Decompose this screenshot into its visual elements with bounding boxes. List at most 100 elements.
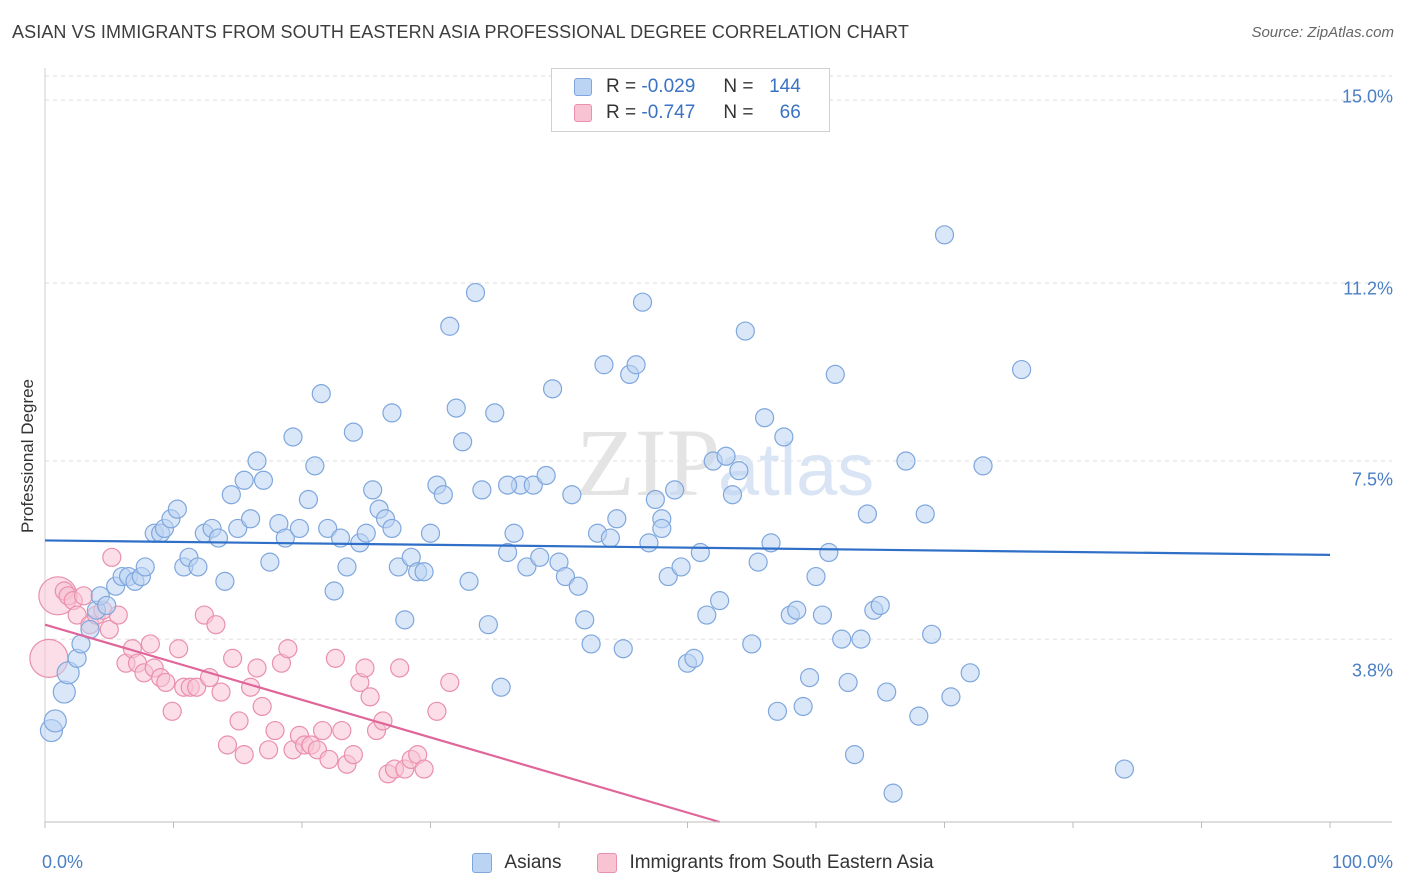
- data-point: [289, 518, 310, 539]
- data-point: [440, 316, 460, 336]
- x-tick-label: 0.0%: [42, 852, 84, 872]
- data-point: [343, 422, 363, 442]
- data-point: [258, 740, 279, 760]
- data-point: [312, 720, 333, 741]
- data-point: [260, 552, 280, 572]
- data-point: [382, 403, 402, 423]
- data-point: [162, 701, 182, 721]
- stats-legend: R = -0.029 N = 144 R = -0.747 N = 66: [551, 68, 830, 132]
- data-point: [355, 658, 375, 678]
- data-point: [167, 499, 187, 519]
- data-point: [206, 615, 226, 635]
- data-point: [395, 610, 415, 630]
- data-point: [697, 605, 717, 625]
- data-point: [278, 639, 298, 659]
- legend-n-value: 66: [779, 102, 801, 123]
- data-point: [652, 518, 672, 539]
- data-point: [806, 566, 826, 587]
- data-point: [102, 547, 122, 567]
- data-point: [43, 709, 67, 733]
- data-point: [99, 619, 119, 640]
- data-point: [228, 518, 248, 539]
- data-point: [870, 595, 890, 616]
- data-point: [414, 759, 434, 779]
- data-point: [825, 364, 845, 384]
- data-point: [684, 648, 704, 668]
- data-point: [754, 408, 775, 428]
- data-point: [819, 542, 839, 563]
- data-point: [332, 720, 352, 741]
- data-point: [52, 680, 76, 704]
- data-point: [613, 639, 633, 659]
- legend-r-label: R =: [606, 76, 637, 97]
- data-point: [298, 489, 319, 510]
- data-point: [787, 600, 807, 620]
- data-point: [360, 687, 380, 707]
- data-point: [530, 547, 550, 567]
- data-point: [851, 629, 871, 649]
- data-point: [639, 533, 659, 553]
- data-point: [223, 648, 243, 668]
- data-point: [729, 461, 749, 481]
- data-point: [440, 672, 460, 693]
- data-point: [459, 571, 479, 591]
- data-point: [941, 687, 961, 707]
- data-point: [799, 668, 820, 688]
- data-point: [735, 321, 755, 341]
- data-point: [896, 451, 916, 471]
- trend-line-asians: [44, 539, 1331, 556]
- data-point: [433, 485, 453, 505]
- data-point: [283, 427, 303, 447]
- data-point: [265, 720, 285, 741]
- data-point: [883, 783, 903, 803]
- data-point: [581, 634, 601, 654]
- data-point: [318, 518, 338, 539]
- data-point: [748, 552, 768, 572]
- data-point: [536, 465, 556, 486]
- data-point: [420, 523, 441, 543]
- legend-row-immigrants: R = -0.747 N = 66: [574, 101, 801, 125]
- chart-title: ASIAN VS IMMIGRANTS FROM SOUTH EASTERN A…: [12, 22, 909, 42]
- data-point: [665, 480, 685, 500]
- data-point: [600, 528, 621, 548]
- data-point: [229, 711, 249, 731]
- data-point: [838, 672, 858, 693]
- y-tick-label: 15.0%: [1341, 86, 1393, 107]
- data-point: [671, 557, 691, 577]
- data-point: [343, 745, 363, 765]
- data-point: [414, 562, 434, 582]
- data-point: [187, 677, 207, 697]
- legend-item-immigrants[interactable]: Immigrants from South Eastern Asia: [597, 852, 934, 874]
- data-point: [478, 615, 498, 635]
- data-point: [915, 504, 935, 524]
- data-point: [241, 509, 261, 529]
- gridlines: [44, 68, 1392, 822]
- data-point: [427, 701, 447, 721]
- data-point: [319, 749, 339, 770]
- data-point: [305, 456, 325, 476]
- data-point: [857, 504, 878, 524]
- data-point: [330, 528, 351, 548]
- data-point: [774, 427, 794, 447]
- legend-label-asians: Asians: [504, 852, 562, 873]
- data-point: [324, 581, 344, 601]
- data-point: [67, 605, 87, 625]
- legend-label-immigrants: Immigrants from South Eastern Asia: [629, 852, 934, 873]
- series-asians-points: [39, 225, 1135, 803]
- data-point: [973, 456, 993, 476]
- legend-swatch-blue: [574, 78, 592, 96]
- data-point: [742, 634, 762, 654]
- data-point: [491, 677, 511, 697]
- legend-item-asians[interactable]: Asians: [472, 852, 561, 874]
- data-point: [188, 557, 208, 577]
- data-point: [1011, 359, 1032, 380]
- series-legend: Asians Immigrants from South Eastern Asi…: [0, 852, 1406, 874]
- data-point: [465, 282, 486, 303]
- data-point: [390, 658, 410, 678]
- data-point: [716, 446, 736, 466]
- data-point: [562, 485, 582, 505]
- legend-n-label: N =: [723, 102, 754, 123]
- data-point: [498, 475, 518, 495]
- legend-swatch-pink: [574, 104, 592, 122]
- source-label: Source: ZipAtlas.com: [1251, 24, 1394, 41]
